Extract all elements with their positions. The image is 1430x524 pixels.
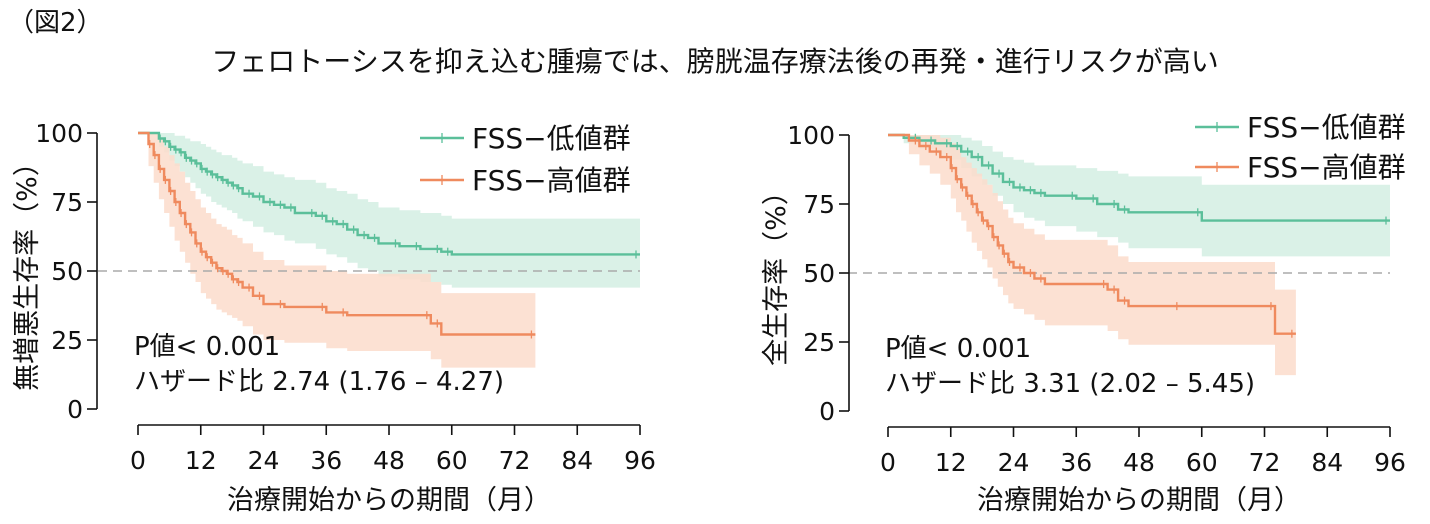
x-tick-label: 96 [1374,448,1406,477]
y-tick-label: 100 [35,119,83,148]
confidence-band-low [888,135,1390,257]
km-chart-2: 0 25 50 75 100 0 12 24 36 48 60 72 84 96 治療開始からの期間（月） 全… [761,111,1406,516]
survival-curve-low [138,131,640,256]
hazard-ratio-annotation: ハザード比 2.74 (1.76 – 4.27) [134,367,504,397]
x-tick-label: 12 [935,448,967,477]
x-axis-label: 治療開始からの期間（月） [227,485,551,516]
y-tick-label: 0 [819,397,835,426]
survival-curve-high [138,131,536,336]
confidence-band-high [138,133,536,368]
legend-label-low: FSS−低値群 [472,122,631,155]
legend-label-high: FSS−高値群 [472,164,631,197]
survival-curve-high [888,133,1296,335]
confidence-band-high [888,135,1296,376]
x-axis-label: 治療開始からの期間（月） [977,485,1301,516]
p-value-annotation: P値< 0.001 [134,332,280,362]
y-axis-label: 無増悪生存率（%） [12,149,43,391]
y-tick-label: 0 [67,395,83,424]
hazard-ratio-annotation: ハザード比 3.31 (2.02 – 5.45) [885,369,1255,399]
x-tick-label: 84 [1311,448,1343,477]
figure-title: フェロトーシスを抑え込む腫瘍では、膀胱温存療法後の再発・進行リスクが高い [211,45,1219,78]
y-tick-label: 75 [51,188,83,217]
y-tick-label: 25 [51,326,83,355]
figure-label: （図2） [8,8,103,38]
km-chart-1: 0 25 50 75 100 0 12 24 36 48 60 72 84 96 治療開始からの期間（月） 無… [12,119,656,516]
x-tick-label: 36 [1060,448,1092,477]
x-tick-label: 24 [998,448,1030,477]
p-value-annotation: P値< 0.001 [885,334,1031,364]
x-tick-label: 0 [880,448,896,477]
x-tick-label: 96 [624,446,656,475]
x-tick-label: 48 [1123,448,1155,477]
x-tick-label: 72 [499,446,531,475]
y-axis-label: 全生存率（%） [761,178,792,366]
x-tick-label: 84 [561,446,593,475]
x-tick-label: 60 [1186,448,1218,477]
y-tick-label: 75 [803,190,835,219]
x-tick-label: 12 [185,446,217,475]
y-tick-label: 50 [51,257,83,286]
y-tick-label: 25 [803,328,835,357]
x-tick-label: 0 [130,446,146,475]
legend-label-high: FSS−高値群 [1247,151,1406,184]
y-tick-label: 50 [803,259,835,288]
legend-label-low: FSS−低値群 [1247,111,1406,144]
confidence-band-low [138,133,640,288]
x-tick-label: 72 [1249,448,1281,477]
x-tick-label: 48 [373,446,405,475]
x-tick-label: 60 [436,446,468,475]
y-tick-label: 100 [787,121,835,150]
x-tick-label: 36 [310,446,342,475]
x-tick-label: 24 [248,446,280,475]
